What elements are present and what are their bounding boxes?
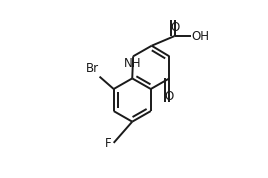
Text: O: O bbox=[165, 90, 174, 103]
Text: F: F bbox=[105, 137, 112, 150]
Text: O: O bbox=[170, 21, 179, 34]
Text: NH: NH bbox=[124, 57, 142, 70]
Text: Br: Br bbox=[85, 62, 99, 75]
Text: OH: OH bbox=[191, 30, 209, 43]
